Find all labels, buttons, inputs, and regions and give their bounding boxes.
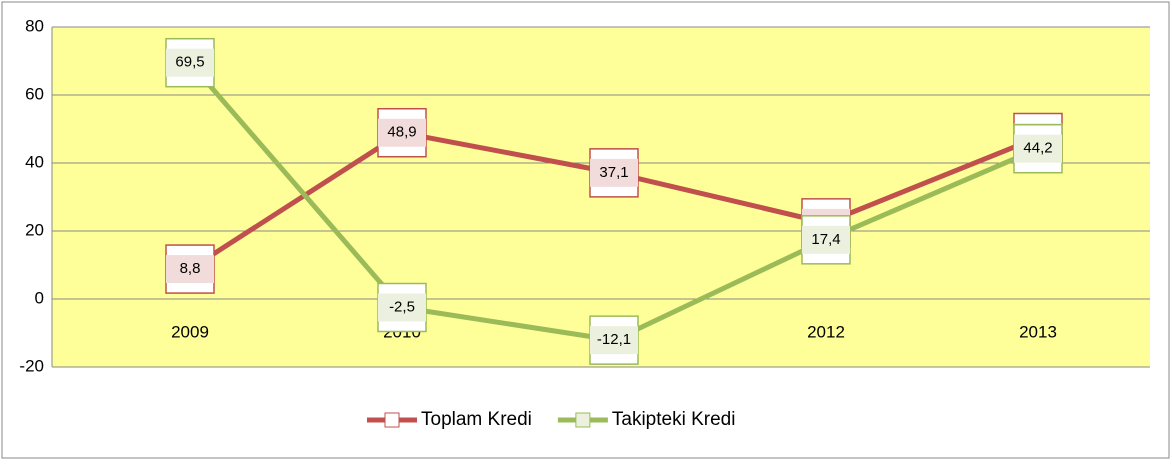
data-label-box [166, 48, 214, 77]
data-label: 69,5 [175, 54, 204, 71]
y-tick-label: 80 [25, 16, 44, 35]
x-tick-label: 2009 [171, 322, 209, 341]
legend-label: Takipteki Kredi [612, 409, 736, 430]
x-tick-label: 2013 [1019, 322, 1057, 341]
legend-label: Toplam Kredi [421, 409, 532, 430]
data-label: 17,4 [811, 231, 840, 248]
data-label: 44,2 [1023, 140, 1052, 157]
y-tick-label: 0 [35, 288, 44, 307]
legend-marker [384, 412, 400, 428]
data-label-box [802, 225, 850, 254]
data-label-box [378, 293, 426, 322]
y-tick-label: 60 [25, 84, 44, 103]
data-label-box [1014, 134, 1062, 163]
data-label-box [378, 118, 426, 147]
data-label-box [590, 158, 638, 187]
x-tick-label: 2012 [807, 322, 845, 341]
legend-marker [575, 412, 591, 428]
y-tick-label: -20 [19, 356, 44, 375]
data-label: -2,5 [389, 298, 415, 315]
data-label: 8,8 [180, 260, 201, 277]
y-tick-label: 40 [25, 152, 44, 171]
data-label: -12,1 [597, 331, 631, 348]
y-tick-label: 20 [25, 220, 44, 239]
data-label: 37,1 [599, 164, 628, 181]
data-label-box [590, 326, 638, 355]
data-label-box [166, 255, 214, 284]
data-label: 48,9 [387, 124, 416, 141]
